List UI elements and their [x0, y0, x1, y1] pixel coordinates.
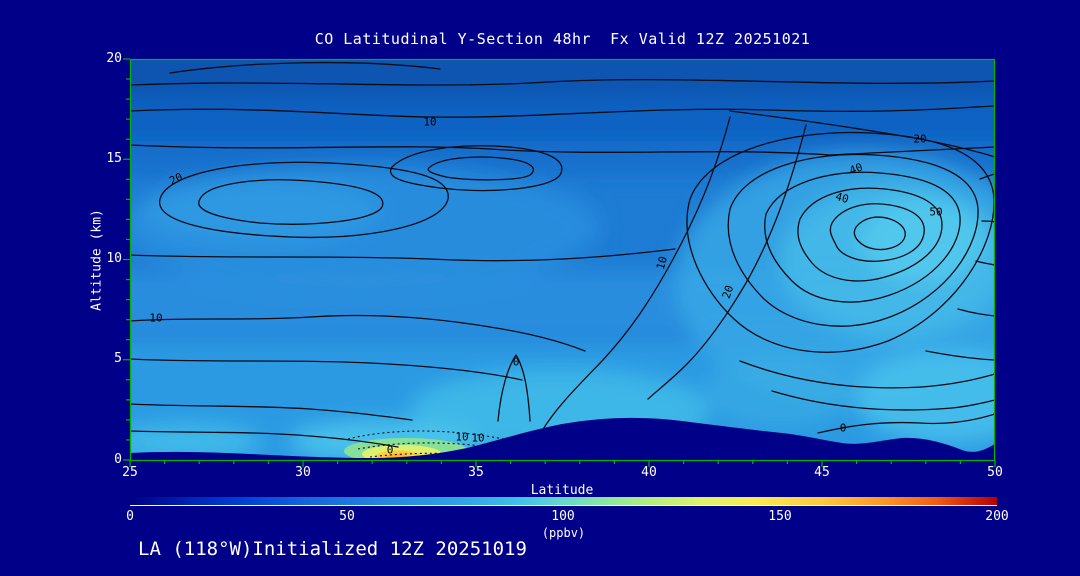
y-tick-10: 10: [106, 251, 122, 266]
contour-label: 10: [455, 430, 469, 444]
x-tick-25: 25: [122, 465, 138, 480]
init-info-text: LA (118°W)Initialized 12Z 20251019: [138, 538, 527, 560]
contour-label: 0: [386, 443, 394, 457]
contour-label: 20: [913, 132, 927, 146]
x-tick-50: 50: [987, 465, 1003, 480]
contour-label: 10: [654, 254, 670, 272]
x-tick-30: 30: [295, 465, 311, 480]
major-ticks: [123, 58, 996, 467]
contour-lines: [130, 61, 995, 458]
colorbar-tick-50: 50: [339, 509, 355, 524]
colorbar-tick-0: 0: [126, 509, 134, 524]
x-tick-45: 45: [814, 465, 830, 480]
colorbar-units: (ppbv): [541, 526, 586, 540]
contour-label: 10: [423, 115, 437, 129]
y-tick-5: 5: [114, 351, 122, 366]
fill-shading: [130, 59, 995, 460]
surface-co-maximum: [344, 438, 468, 460]
contour-label: 10: [149, 311, 163, 325]
colorbar-tick-150: 150: [768, 509, 792, 524]
contour-label: 20: [719, 283, 737, 301]
x-tick-35: 35: [468, 465, 484, 480]
contour-label: 10: [471, 431, 485, 445]
chart-title: CO Latitudinal Y-Section 48hr Fx Valid 1…: [314, 30, 811, 48]
terrain-silhouette: [130, 417, 995, 460]
colorbar-tick-100: 100: [551, 509, 575, 524]
contour-label: 0: [512, 355, 520, 369]
y-tick-20: 20: [106, 51, 122, 66]
y-tick-15: 15: [106, 151, 122, 166]
y-tick-0: 0: [114, 452, 122, 467]
y-axis-label: Altitude (km): [89, 209, 105, 311]
fill-base: [130, 59, 995, 460]
colorbar: [130, 497, 997, 505]
contour-label: 50: [929, 205, 943, 219]
plot-area: [130, 59, 995, 460]
contour-label: 0: [839, 421, 847, 435]
contour-label: 20: [167, 170, 185, 188]
plot-frame: [129, 58, 996, 462]
minor-ticks: [126, 78, 962, 464]
x-tick-40: 40: [641, 465, 657, 480]
colorbar-tick-200: 200: [985, 509, 1009, 524]
contour-label: 40: [833, 190, 851, 206]
colorbar-baseline: [130, 505, 997, 506]
x-axis-label: Latitude: [530, 483, 594, 498]
contour-label: 40: [847, 160, 865, 178]
